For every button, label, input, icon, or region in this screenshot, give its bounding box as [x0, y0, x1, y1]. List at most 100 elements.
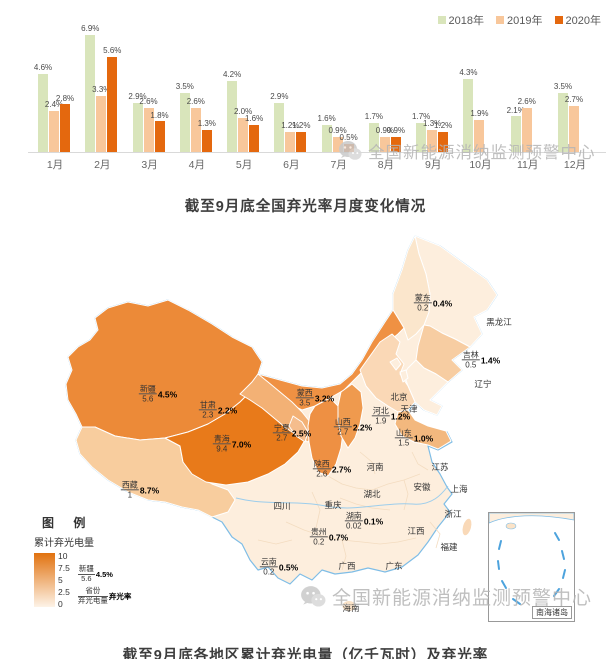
region-value: 1.5 [398, 438, 410, 448]
region-name: 甘肃 [198, 400, 217, 411]
bar-value-label: 1.9% [470, 108, 489, 118]
region-value: 3.5 [299, 398, 311, 408]
region-label: 广西 [338, 560, 355, 572]
region-name: 湖北 [363, 489, 381, 499]
scale-tick: 0 [58, 599, 63, 609]
x-tick-label: 12月 [563, 159, 587, 171]
region-rate: 7.0% [231, 439, 252, 449]
legend-label: 2020年 [565, 15, 601, 27]
region-value: 2.7 [276, 433, 288, 443]
bar-slot: 4.3% [459, 68, 478, 152]
bar [201, 129, 212, 152]
region-label: 海南 [342, 602, 359, 614]
x-tick-label: 2月 [94, 159, 111, 171]
province-海南 [341, 600, 357, 612]
region-rate: 2.2% [217, 405, 238, 415]
bar-slot: 2.8% [56, 94, 74, 152]
scale-tick: 5 [58, 575, 63, 585]
region-label: 广东 [385, 560, 402, 572]
region-label: 西藏 1 8.7% [120, 480, 159, 500]
bar [510, 116, 521, 152]
bar [285, 131, 296, 152]
region-value: 0.2 [313, 537, 325, 547]
south-china-sea-inset: 南海诸岛 [488, 512, 575, 622]
region-name: 宁夏 [272, 423, 291, 434]
bar-slot: 3.5% [176, 82, 194, 152]
watermark-map: 全国新能源消纳监测预警中心 [300, 583, 592, 610]
bar-slot: 1.9% [470, 109, 489, 152]
bar [96, 95, 107, 152]
province-蒙西 [257, 309, 405, 411]
bar-value-label: 1.6% [317, 114, 336, 124]
region-name: 辽宁 [474, 379, 492, 389]
region-value: 0.2 [417, 303, 429, 313]
region-label: 蒙东 0.2 0.4% [413, 293, 452, 313]
bar [521, 107, 532, 152]
color-scale-ticks: 10 7.5 5 2.5 0 [58, 551, 70, 609]
bar-slot: 2.7% [565, 96, 583, 152]
bar-slot: 1.7% [412, 113, 430, 152]
region-label: 河南 [366, 461, 383, 473]
region-label: 贵州 0.2 0.7% [309, 527, 348, 547]
x-tick-label: 11月 [516, 159, 539, 171]
bar-value-label: 1.2% [281, 120, 300, 130]
region-value: 2.7 [337, 427, 349, 437]
bar-group: 1.7% 0.9% 0.9% [365, 113, 405, 152]
province-山东 [394, 409, 452, 450]
region-name: 江西 [407, 526, 425, 536]
bar [416, 123, 427, 152]
bar-value-label: 1.6% [244, 114, 264, 124]
region-name: 江苏 [431, 462, 449, 472]
x-tick-label: 7月 [330, 159, 347, 171]
province-西藏 [75, 426, 236, 518]
region-label: 吉林 0.5 1.4% [461, 350, 500, 370]
bar-group: 4.3% 1.9% [459, 68, 496, 152]
region-rate: 4.5% [157, 389, 178, 399]
legend-label: 2018年 [448, 15, 485, 27]
x-tick-label: 6月 [283, 159, 300, 171]
region-fraction: 宁夏 2.7 [272, 423, 291, 443]
watermark-text: 全国新能源消纳监测预警中心 [332, 588, 593, 609]
region-value: 0.2 [263, 567, 275, 577]
bar-chart-section: 4.6% 2.4% 2.8% 1月 6.9% 3.3% 5.6% 2月 2.9% 2.6% 1.8%… [0, 0, 611, 222]
bar-value-label: 2.7% [564, 95, 584, 105]
wechat-icon [339, 141, 362, 160]
region-label: 甘肃 2.3 2.2% [198, 400, 238, 420]
x-tick-label: 3月 [141, 159, 158, 171]
bar-value-label: 4.6% [33, 63, 53, 73]
region-value: 0.02 [346, 521, 362, 531]
region-name: 河南 [366, 462, 384, 472]
example-province: 新疆 [77, 564, 95, 575]
region-name: 广东 [385, 561, 403, 571]
x-tick-label: 4月 [188, 159, 205, 171]
region-name: 福建 [440, 542, 458, 552]
bar-slot: 4.2% [223, 70, 241, 152]
region-rate: 1.0% [413, 433, 434, 443]
region-name: 蒙东 [413, 293, 432, 304]
bar-value-label: 4.2% [222, 69, 242, 79]
region-rate: 3.2% [314, 393, 335, 403]
bar [38, 73, 48, 152]
region-name: 蒙西 [295, 388, 314, 399]
bar-value-label: 2.1% [506, 105, 525, 115]
region-value: 1.9 [375, 416, 387, 426]
legend-swatch [437, 16, 446, 24]
legend-item: 2020年 [554, 12, 601, 28]
bar [390, 136, 401, 152]
x-tick-label: 9月 [424, 159, 442, 171]
bar [296, 131, 307, 152]
region-label: 天津 [400, 403, 417, 415]
bar-value-label: 1.2% [292, 120, 311, 130]
bar-value-label: 2.0% [233, 107, 253, 117]
example-value: 5.6 [81, 573, 92, 583]
region-name: 山西 [333, 417, 352, 428]
bar-slot: 6.9% [81, 24, 99, 152]
region-name: 海南 [342, 603, 360, 613]
region-label: 黑龙江 [486, 316, 512, 328]
region-value: 2.6 [316, 469, 328, 479]
region-rate: 0.5% [278, 562, 299, 572]
legend-swatch [554, 16, 563, 24]
bar-group: 3.5% 2.7% [554, 82, 591, 152]
region-fraction: 青海 9.4 [212, 434, 231, 454]
